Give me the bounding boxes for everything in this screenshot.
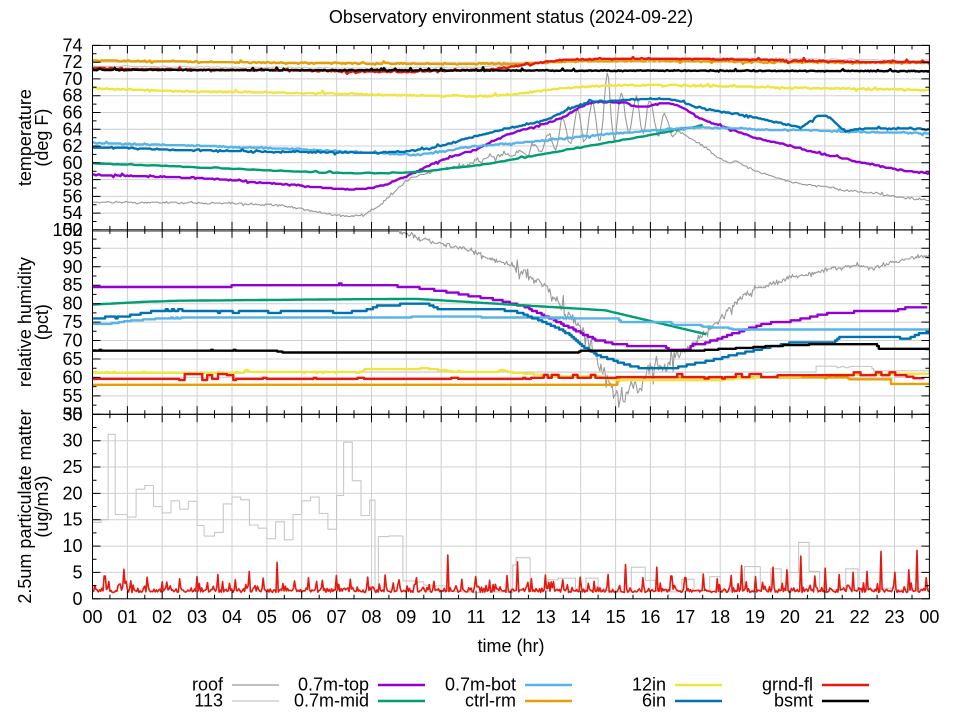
svg-text:18: 18	[710, 607, 730, 627]
svg-text:5: 5	[72, 562, 82, 582]
svg-text:65: 65	[62, 349, 82, 369]
svg-text:00: 00	[82, 607, 102, 627]
svg-text:100: 100	[52, 220, 82, 240]
svg-text:56: 56	[62, 186, 82, 206]
svg-text:25: 25	[62, 457, 82, 477]
svg-text:64: 64	[62, 119, 82, 139]
svg-text:0.7m-bot: 0.7m-bot	[445, 675, 516, 695]
svg-text:ctrl-rm: ctrl-rm	[465, 691, 516, 711]
svg-text:(ug/m3): (ug/m3)	[32, 476, 52, 538]
svg-text:(pct): (pct)	[32, 304, 52, 340]
svg-text:(deg F): (deg F)	[32, 109, 52, 167]
svg-text:19: 19	[745, 607, 765, 627]
svg-text:62: 62	[62, 136, 82, 156]
svg-text:04: 04	[222, 607, 242, 627]
svg-text:0.7m-top: 0.7m-top	[298, 675, 369, 695]
svg-text:time (hr): time (hr)	[478, 636, 545, 656]
svg-text:52: 52	[62, 220, 82, 240]
svg-text:08: 08	[361, 607, 381, 627]
svg-text:bsmt: bsmt	[774, 691, 813, 711]
svg-text:roof: roof	[192, 675, 224, 695]
svg-text:0: 0	[72, 589, 82, 609]
svg-text:68: 68	[62, 86, 82, 106]
svg-text:15: 15	[62, 510, 82, 530]
svg-text:12in: 12in	[632, 675, 666, 695]
svg-text:90: 90	[62, 257, 82, 277]
svg-text:17: 17	[675, 607, 695, 627]
svg-text:09: 09	[396, 607, 416, 627]
svg-text:10: 10	[62, 536, 82, 556]
svg-text:14: 14	[571, 607, 591, 627]
svg-text:70: 70	[62, 69, 82, 89]
svg-text:74: 74	[62, 35, 82, 55]
svg-text:03: 03	[187, 607, 207, 627]
svg-text:6in: 6in	[642, 691, 666, 711]
svg-text:20: 20	[62, 483, 82, 503]
svg-text:grnd-fl: grnd-fl	[762, 675, 813, 695]
svg-text:75: 75	[62, 312, 82, 332]
svg-text:02: 02	[152, 607, 172, 627]
svg-text:15: 15	[606, 607, 626, 627]
svg-text:12: 12	[501, 607, 521, 627]
svg-text:95: 95	[62, 238, 82, 258]
svg-text:55: 55	[62, 386, 82, 406]
svg-text:21: 21	[815, 607, 835, 627]
svg-text:85: 85	[62, 275, 82, 295]
svg-text:06: 06	[292, 607, 312, 627]
svg-text:relative humidity: relative humidity	[15, 257, 35, 387]
svg-text:113: 113	[194, 691, 223, 711]
svg-text:23: 23	[884, 607, 904, 627]
svg-text:72: 72	[62, 52, 82, 72]
svg-text:54: 54	[62, 203, 82, 223]
svg-text:2.5um particulate matter: 2.5um particulate matter	[15, 410, 35, 604]
svg-text:0.7m-mid: 0.7m-mid	[294, 691, 369, 711]
svg-text:01: 01	[117, 607, 137, 627]
svg-text:58: 58	[62, 170, 82, 190]
svg-text:13: 13	[536, 607, 556, 627]
svg-text:Observatory environment status: Observatory environment status (2024-09-…	[329, 7, 693, 27]
svg-text:66: 66	[62, 103, 82, 123]
svg-text:35: 35	[62, 404, 82, 424]
svg-text:00: 00	[919, 607, 939, 627]
svg-text:20: 20	[780, 607, 800, 627]
svg-text:temperature: temperature	[15, 89, 35, 186]
svg-text:50: 50	[62, 404, 82, 424]
svg-text:16: 16	[640, 607, 660, 627]
svg-text:60: 60	[62, 153, 82, 173]
svg-text:22: 22	[850, 607, 870, 627]
svg-text:30: 30	[62, 431, 82, 451]
svg-text:10: 10	[431, 607, 451, 627]
svg-text:05: 05	[257, 607, 277, 627]
svg-text:80: 80	[62, 294, 82, 314]
svg-text:60: 60	[62, 367, 82, 387]
svg-text:70: 70	[62, 331, 82, 351]
svg-text:07: 07	[327, 607, 347, 627]
svg-text:11: 11	[467, 607, 486, 627]
